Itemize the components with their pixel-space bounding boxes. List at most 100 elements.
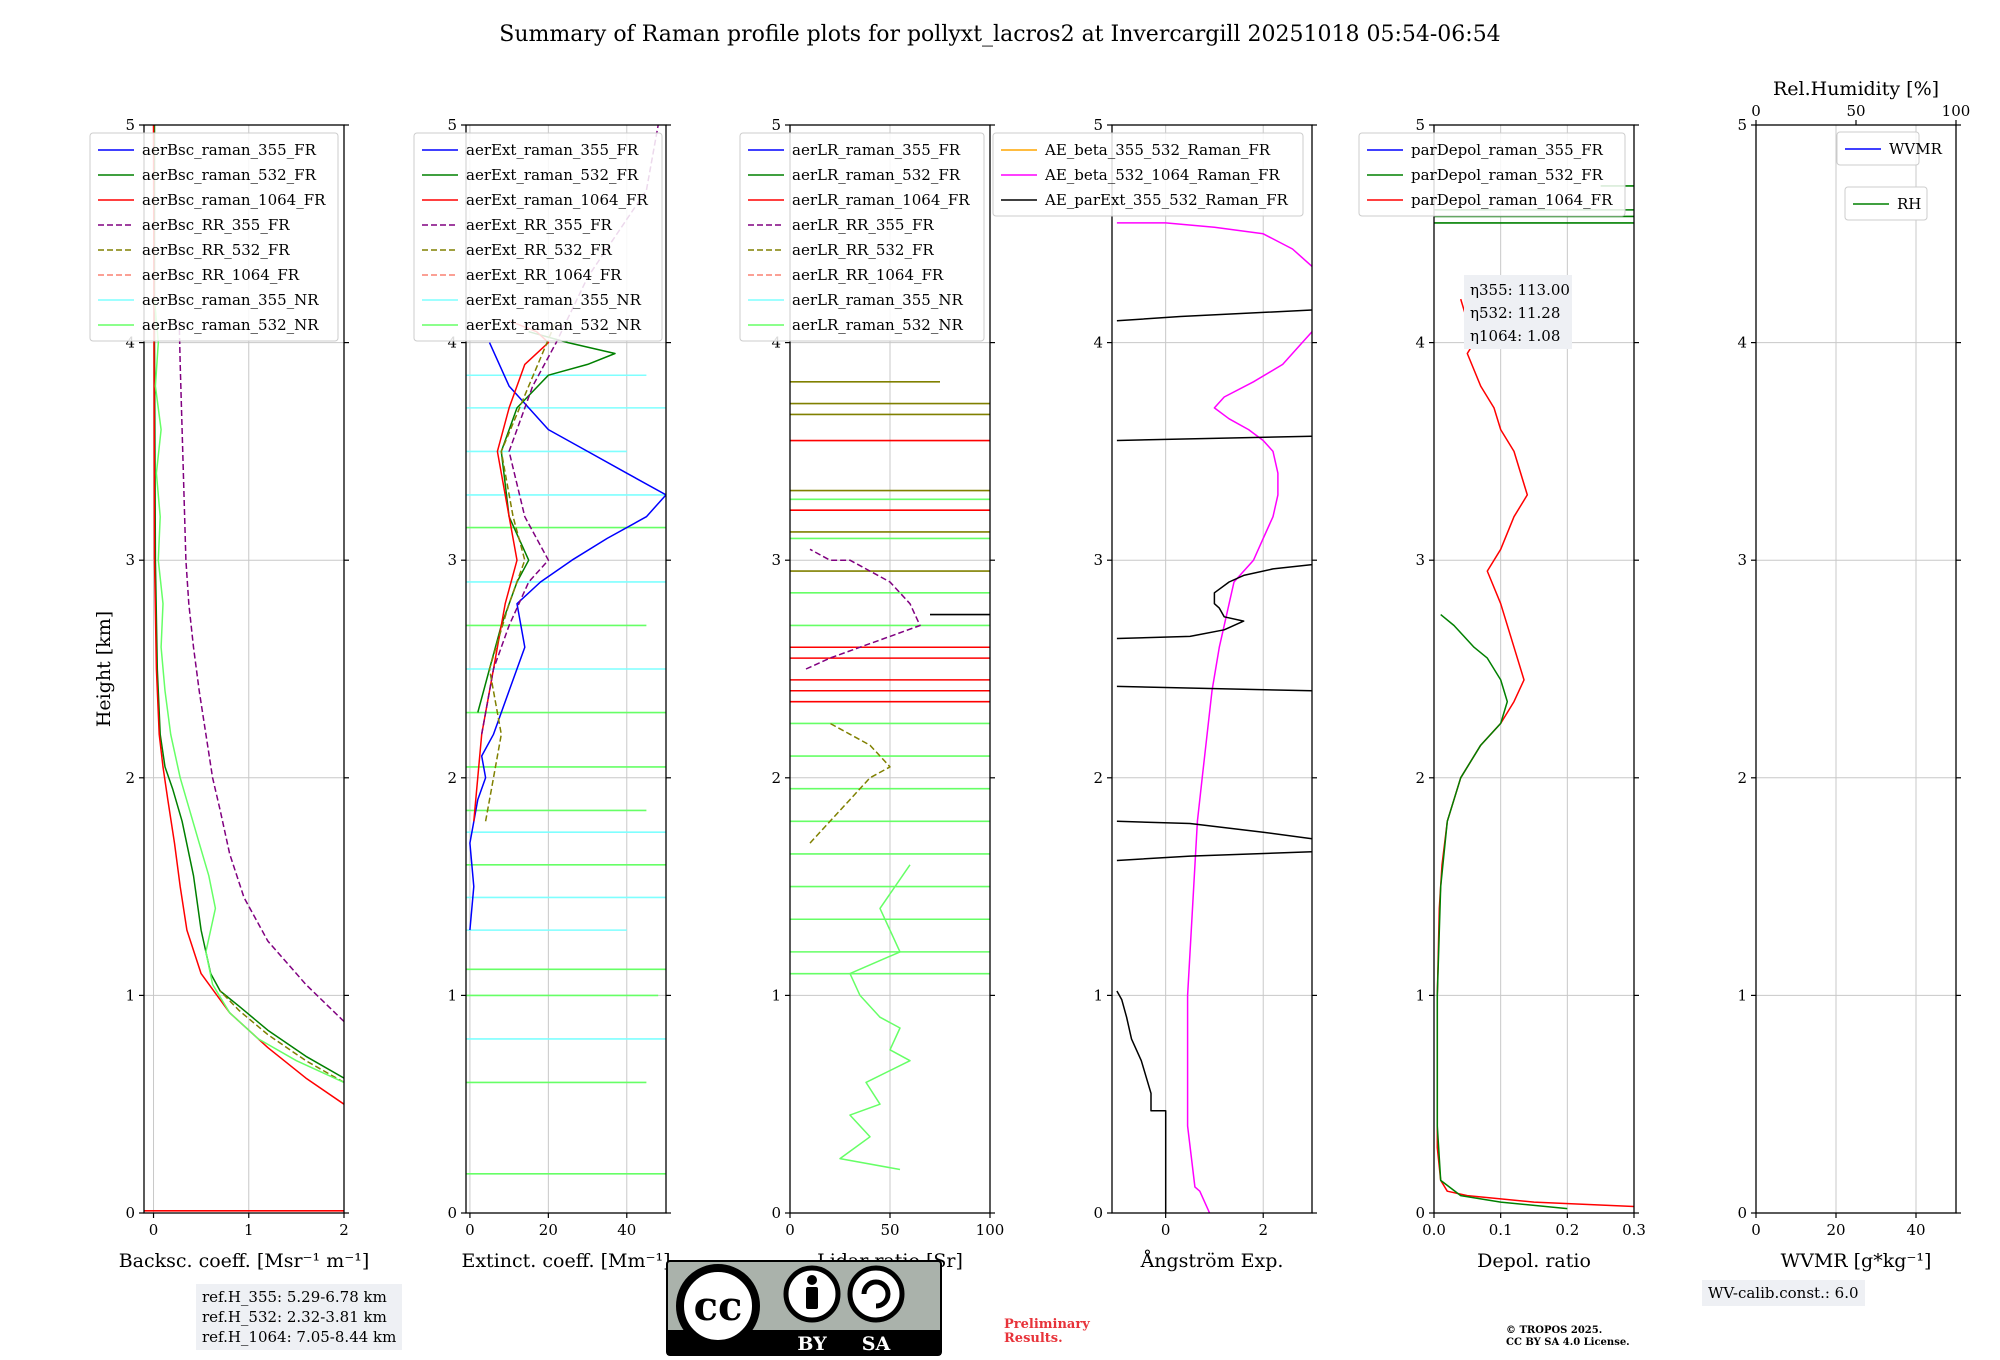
plot-frame bbox=[143, 124, 345, 1214]
series-AE_beta_532_1064_Raman_FR bbox=[1186, 331, 1312, 1213]
plot-frame bbox=[1433, 124, 1635, 1214]
legend-entry: parDepol_raman_1064_FR bbox=[1411, 191, 1613, 209]
x-tick-label: 40 bbox=[617, 1221, 636, 1239]
x-tick-label: 100 bbox=[976, 1221, 1005, 1239]
legend-entry: aerExt_raman_355_FR bbox=[466, 141, 639, 159]
y-tick-label: 2 bbox=[447, 769, 457, 787]
y-tick-label: 0 bbox=[1093, 1204, 1103, 1222]
y-tick-label: 1 bbox=[1093, 986, 1103, 1004]
data-layer bbox=[466, 125, 666, 1175]
x-tick-label: 1 bbox=[244, 1221, 254, 1239]
series-AE_beta_532_1064_Raman_FR bbox=[1116, 222, 1312, 267]
series-aerExt_raman_1064_FR bbox=[473, 320, 550, 822]
series-aerBsc_RR_532_FR bbox=[219, 990, 344, 1084]
refheight-532: ref.H_532: 2.32-3.81 km bbox=[202, 1308, 387, 1326]
legend: aerBsc_raman_355_FR aerBsc_raman_532_FRae… bbox=[89, 132, 339, 342]
x-tick-label: 0 bbox=[785, 1221, 795, 1239]
refheight-355: ref.H_355: 5.29-6.78 km bbox=[202, 1288, 387, 1306]
panel-ext: 0 1 2 3 4 5 0 20 40 Extinct. coeff. [Mm⁻¹] aerExt_… bbox=[413, 116, 671, 1272]
legend-entry: aerBsc_RR_1064_FR bbox=[142, 266, 300, 284]
x-tick-label: 2 bbox=[1258, 1221, 1268, 1239]
legend-box bbox=[1358, 132, 1626, 217]
y-tick-label: 3 bbox=[1737, 551, 1747, 569]
legend: WVMR RH bbox=[1836, 131, 1943, 221]
x-tick-label: 0.1 bbox=[1489, 1221, 1513, 1239]
legend-box bbox=[739, 132, 985, 342]
y-tick-label: 2 bbox=[125, 769, 135, 787]
legend-entry: aerLR_raman_532_FR bbox=[792, 166, 961, 184]
eta-annotation-box bbox=[1464, 275, 1572, 349]
y-tick-label: 3 bbox=[1093, 551, 1103, 569]
series-aerBsc_RR_355_FR bbox=[178, 320, 344, 1023]
figure-title: Summary of Raman profile plots for polly… bbox=[499, 22, 1501, 47]
legend: aerExt_raman_355_FR aerExt_raman_532_FRae… bbox=[413, 132, 663, 342]
x-tick-label: 50 bbox=[880, 1221, 899, 1239]
y-tick-label: 2 bbox=[1415, 769, 1425, 787]
legend-entry: aerLR_raman_355_FR bbox=[792, 141, 961, 159]
series-aerLR_raman_532_NR bbox=[839, 864, 911, 1171]
legend-entry: parDepol_raman_532_FR bbox=[1411, 166, 1604, 184]
legend-entry: parDepol_raman_355_FR bbox=[1411, 141, 1604, 159]
y-tick-label: 2 bbox=[1737, 769, 1747, 787]
top-x-tick-label: 100 bbox=[1942, 102, 1971, 120]
legend-entry: RH bbox=[1897, 195, 1921, 213]
y-tick-label: 0 bbox=[1415, 1204, 1425, 1222]
series-aerLR_RR_532_FR bbox=[809, 722, 891, 844]
preliminary-note: Preliminary Results. bbox=[1004, 1318, 1090, 1346]
legend-entry: aerLR_RR_1064_FR bbox=[792, 266, 944, 284]
copyright-line1: © TROPOS 2025. bbox=[1506, 1325, 1603, 1336]
legend-entry: aerLR_raman_355_NR bbox=[792, 291, 963, 309]
y-tick-label: 5 bbox=[1093, 116, 1103, 134]
series-aerExt_raman_355_FR bbox=[469, 342, 666, 931]
legend-entry: aerLR_RR_355_FR bbox=[792, 216, 934, 234]
cc-by-sa-logo: cc BY SA bbox=[666, 1260, 942, 1356]
preliminary-line1: Preliminary bbox=[1004, 1317, 1090, 1332]
series-parDepol_raman_1064_FR bbox=[1436, 298, 1634, 1208]
y-tick-label: 3 bbox=[125, 551, 135, 569]
legend-entry: aerLR_raman_1064_FR bbox=[792, 191, 970, 209]
y-tick-label: 3 bbox=[447, 551, 457, 569]
data-layer bbox=[790, 380, 990, 1171]
series-parDepol_raman_532_FR bbox=[1436, 614, 1568, 1210]
y-tick-label: 2 bbox=[771, 769, 781, 787]
y-tick-label: 0 bbox=[1737, 1204, 1747, 1222]
y-tick-label: 3 bbox=[1415, 551, 1425, 569]
y-tick-label: 0 bbox=[447, 1204, 457, 1222]
y-tick-label: 0 bbox=[771, 1204, 781, 1222]
legend-entry: aerBsc_raman_532_FR bbox=[142, 166, 317, 184]
legend-box bbox=[89, 132, 339, 342]
x-tick-label: 2 bbox=[339, 1221, 349, 1239]
wv-calib-box: WV-calib.const.: 6.0 bbox=[1702, 1280, 1865, 1306]
legend-entry: aerBsc_RR_532_FR bbox=[142, 241, 290, 259]
legend-entry: aerExt_RR_355_FR bbox=[466, 216, 613, 234]
eta-annotation: η532: 11.28 bbox=[1470, 304, 1560, 322]
panel-bsc: 0 1 2 3 4 5 0 1 2 Backsc. coeff. [Msr⁻¹ m⁻¹] Heigh… bbox=[89, 116, 369, 1272]
eta-annotation: η355: 113.00 bbox=[1470, 281, 1570, 299]
legend-entry: aerExt_raman_355_NR bbox=[466, 291, 642, 309]
x-tick-label: 40 bbox=[1906, 1221, 1925, 1239]
x-tick-label: 0 bbox=[1161, 1221, 1171, 1239]
series-AE_parExt_355_532_Raman_FR bbox=[1116, 820, 1312, 840]
data-layer bbox=[144, 125, 344, 1212]
legend-entry: aerExt_raman_532_NR bbox=[466, 316, 642, 334]
x-tick-label: 0 bbox=[465, 1221, 475, 1239]
panel-depol: 0 1 2 3 4 5 0.0 0.1 0.2 0.3 Depol. ratio parDepol_r… bbox=[1358, 116, 1646, 1272]
legend-entry: aerExt_raman_532_FR bbox=[466, 166, 639, 184]
legend-box bbox=[992, 132, 1304, 217]
x-axis-label: Depol. ratio bbox=[1477, 1250, 1591, 1272]
legend-entry: aerBsc_raman_355_FR bbox=[142, 141, 317, 159]
y-tick-label: 5 bbox=[447, 116, 457, 134]
series-aerBsc_raman_532_NR bbox=[153, 299, 344, 1084]
legend-entry: aerExt_RR_1064_FR bbox=[466, 266, 622, 284]
series-AE_parExt_355_532_Raman_FR bbox=[1116, 435, 1312, 442]
legend-entry: aerBsc_raman_355_NR bbox=[142, 291, 319, 309]
y-axis-label: Height [km] bbox=[93, 611, 115, 727]
plot-frame bbox=[465, 124, 667, 1214]
copyright-note: © TROPOS 2025. CC BY SA 4.0 License. bbox=[1506, 1325, 1630, 1349]
x-axis-label: Extinct. coeff. [Mm⁻¹] bbox=[461, 1250, 670, 1272]
y-tick-label: 4 bbox=[1415, 334, 1425, 352]
preliminary-line2: Results. bbox=[1004, 1331, 1063, 1346]
legend-box bbox=[413, 132, 663, 342]
y-tick-label: 5 bbox=[1737, 116, 1747, 134]
